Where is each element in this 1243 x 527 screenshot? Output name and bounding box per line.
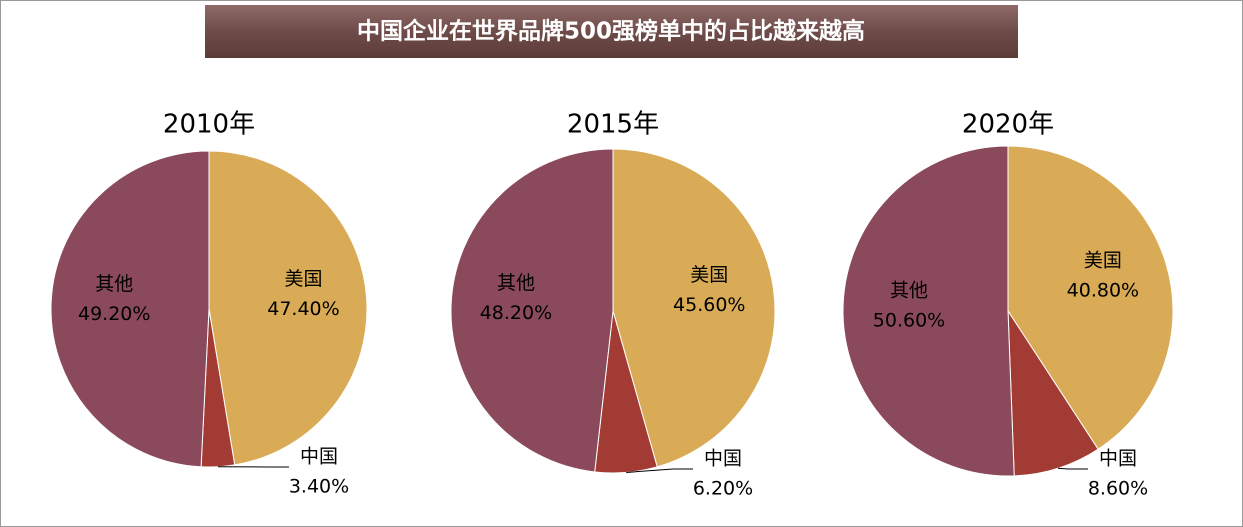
value-label: 40.80% (1067, 279, 1139, 301)
leader-line (626, 468, 693, 473)
value-label: 8.60% (1088, 478, 1148, 500)
slice-label: 美国 (284, 268, 322, 290)
value-label: 45.60% (673, 294, 745, 316)
slice-label: 中国 (300, 446, 338, 468)
leader-line (1057, 467, 1088, 470)
chart-title: 2010年 (163, 110, 255, 140)
slice-label: 中国 (704, 448, 742, 470)
slice-label: 中国 (1099, 448, 1137, 470)
slice-label: 美国 (1084, 249, 1122, 271)
pie-slice (1007, 309, 1099, 477)
pie-slice (450, 148, 614, 473)
slice-label: 其他 (497, 272, 535, 294)
page-title: 中国企业在世界品牌500强榜单中的占比越来越高 (357, 18, 865, 45)
pie-slice (842, 145, 1015, 477)
slice-label: 其他 (95, 273, 133, 295)
pie-slice (612, 148, 776, 468)
chart-title: 2020年 (962, 110, 1054, 140)
value-label: 6.20% (693, 478, 753, 500)
value-label: 3.40% (289, 476, 349, 498)
chart-title: 2015年 (567, 110, 659, 140)
value-label: 50.60% (873, 309, 945, 331)
pie-slice (208, 150, 368, 466)
value-label: 49.20% (78, 303, 150, 325)
pie-slice (50, 150, 210, 468)
value-label: 47.40% (267, 298, 339, 320)
value-label: 48.20% (480, 302, 552, 324)
slice-label: 美国 (690, 264, 728, 286)
slice-label: 其他 (890, 279, 928, 301)
title-box (205, 5, 1018, 58)
